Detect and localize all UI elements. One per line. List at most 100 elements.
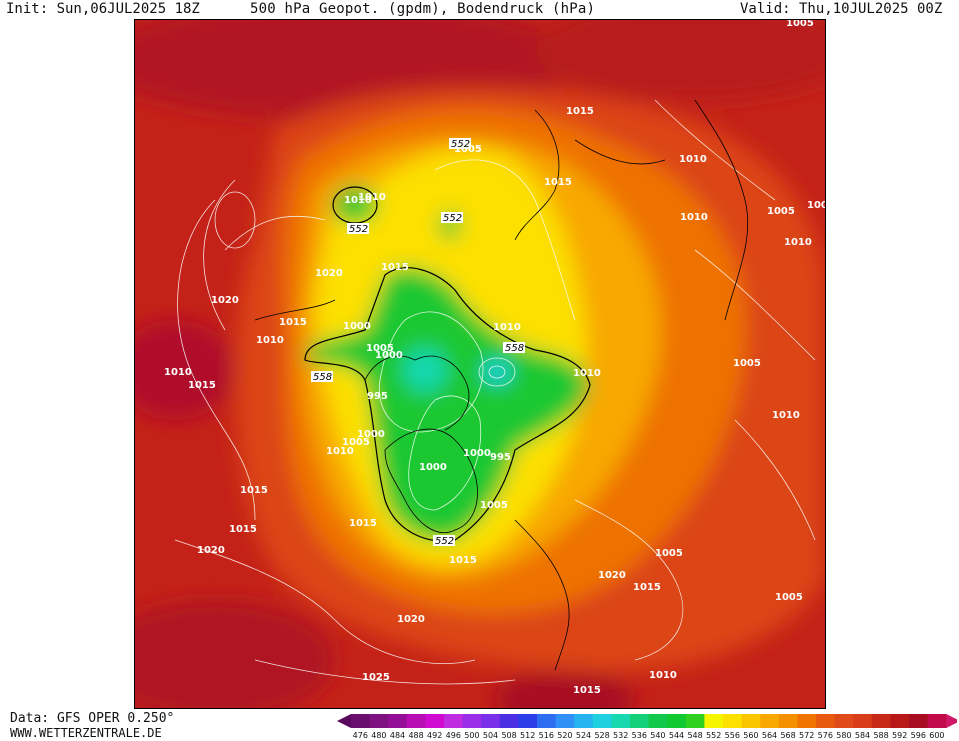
- isobar-label: 995: [490, 452, 511, 463]
- weather-map: 1005101510101015100510101005101010101005…: [134, 19, 826, 709]
- geopotential-label-bg: [433, 535, 455, 546]
- colorbar-cell: [685, 714, 705, 728]
- colorbar-tick-label: 504: [483, 731, 498, 740]
- colorbar-cell: [518, 714, 538, 728]
- colorbar-arrow-left: [337, 714, 351, 728]
- chart-footer: Data: GFS OPER 0.250° WWW.WETTERZENTRALE…: [0, 710, 959, 741]
- isobar-label: 1010: [256, 335, 284, 346]
- isobar-label: 1020: [197, 545, 225, 556]
- isobar-label: 1010: [680, 212, 708, 223]
- geopotential-label-bg: [311, 371, 333, 382]
- colorbar-cell: [406, 714, 426, 728]
- colorbar-cell: [462, 714, 482, 728]
- colorbar-tick-label: 564: [762, 731, 777, 740]
- isobar-label: 1005: [807, 200, 825, 211]
- colorbar-tick-label: 572: [799, 731, 814, 740]
- colorbar-tick-label: 532: [613, 731, 628, 740]
- colorbar-tick-label: 548: [687, 731, 702, 740]
- colorbar-tick-label: 492: [427, 731, 442, 740]
- colorbar-tick-label: 480: [371, 731, 386, 740]
- colorbar-tick-label: 592: [892, 731, 907, 740]
- colorbar-tick-label: 560: [743, 731, 758, 740]
- colorbar-cell: [630, 714, 650, 728]
- geopotential-label-bg: [503, 342, 525, 353]
- geopotential-label: 552: [349, 224, 368, 235]
- colorbar-tick-label: 512: [520, 731, 535, 740]
- isobar-label: 1010: [784, 237, 812, 248]
- isobar-label: 1020: [211, 295, 239, 306]
- colorbar-tick-label: 536: [632, 731, 647, 740]
- geopotential-label-bg: [441, 212, 463, 223]
- colorbar-cell: [537, 714, 557, 728]
- isobar-label: 1000: [357, 429, 385, 440]
- colorbar-cell: [816, 714, 836, 728]
- colorbar-tick-label: 496: [446, 731, 461, 740]
- colorbar: 476 480 484 488 492 496 500 504 508 512 516 520 524 5…: [337, 714, 957, 740]
- isobar-label: 1015: [633, 582, 661, 593]
- field-layers: [135, 20, 825, 708]
- valid-time: Valid: Thu,10JUL2025 00Z: [740, 1, 943, 17]
- colorbar-tick-label: 484: [390, 731, 405, 740]
- colorbar-tick-label: 576: [818, 731, 833, 740]
- colorbar-tick-label: 508: [501, 731, 516, 740]
- isobar-label: 1015: [240, 485, 268, 496]
- isobar-label: 1010: [649, 670, 677, 681]
- colorbar-cell: [704, 714, 724, 728]
- colorbar-tick-label: 584: [855, 731, 870, 740]
- geopotential-label-bg: [347, 223, 369, 234]
- colorbar-tick-label: 540: [650, 731, 665, 740]
- colorbar-tick-label: 520: [557, 731, 572, 740]
- chart-title: 500 hPa Geopot. (gpdm), Bodendruck (hPa): [250, 1, 596, 17]
- isobar-label: 1015: [188, 380, 216, 391]
- colorbar-tick-label: 580: [836, 731, 851, 740]
- colorbar-cell: [927, 714, 947, 728]
- colorbar-cell: [853, 714, 873, 728]
- isobar-label: 1000: [463, 448, 491, 459]
- isobar-label: 1005: [733, 358, 761, 369]
- colorbar-arrow-right: [946, 714, 957, 728]
- geopotential-label-bg: [449, 138, 471, 149]
- colorbar-cell: [909, 714, 929, 728]
- colorbar-cell: [555, 714, 575, 728]
- isobar-label: 1010: [164, 367, 192, 378]
- colorbar-cell: [499, 714, 519, 728]
- isobar-label: 1010: [679, 154, 707, 165]
- colorbar-cell: [369, 714, 389, 728]
- isobar-label: 1015: [544, 177, 572, 188]
- colorbar-cell: [648, 714, 668, 728]
- isobar-label: 1000: [375, 350, 403, 361]
- colorbar-cell: [592, 714, 612, 728]
- geopotential-label: 552: [451, 139, 470, 150]
- isobar-label: 1005: [342, 437, 370, 448]
- website-label: WWW.WETTERZENTRALE.DE: [10, 726, 162, 740]
- colorbar-tick-label: 552: [706, 731, 721, 740]
- colorbar-cell: [574, 714, 594, 728]
- colorbar-cell: [388, 714, 408, 728]
- isobar-label: 1005: [775, 592, 803, 603]
- colorbar-cell: [797, 714, 817, 728]
- isobar-label: 1025: [362, 672, 390, 683]
- colorbar-tick-label: 516: [539, 731, 554, 740]
- colorbar-tick-label: 596: [911, 731, 926, 740]
- colorbar-cell: [611, 714, 631, 728]
- isobar-label: 1015: [449, 555, 477, 566]
- colorbar-tick-label: 476: [353, 731, 368, 740]
- isobar-label: 1000: [343, 321, 371, 332]
- isobar-label: 1020: [315, 268, 343, 279]
- isobar-label: 1020: [598, 570, 626, 581]
- isobar-label: 1010: [326, 446, 354, 457]
- colorbar-cell: [351, 714, 371, 728]
- isobar-label: 1010: [493, 322, 521, 333]
- isobar-label: 1015: [566, 106, 594, 117]
- isobar-label: 1005: [786, 20, 814, 29]
- geopotential-label: 558: [313, 372, 332, 383]
- colorbar-tick-label: 600: [929, 731, 944, 740]
- isobar-label: 1005: [366, 343, 394, 354]
- isobar-label: 1005: [480, 500, 508, 511]
- colorbar-cell: [425, 714, 445, 728]
- colorbar-tick-label: 568: [780, 731, 795, 740]
- isobar-label: 1015: [381, 262, 409, 273]
- init-time: Init: Sun,06JUL2025 18Z: [6, 1, 200, 17]
- colorbar-tick-label: 524: [576, 731, 591, 740]
- contour-labels: 1005101510101015100510101005101010101005…: [164, 20, 825, 696]
